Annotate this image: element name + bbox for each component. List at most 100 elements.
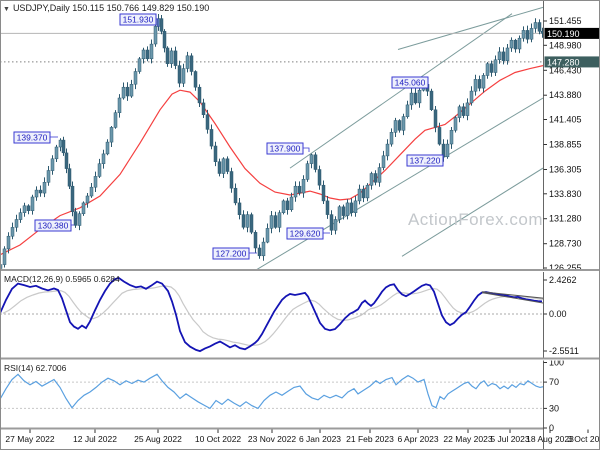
date-tick-label[interactable]: 3 Oct 2023 [567,434,600,444]
swing-price-label: 139.370 [13,131,58,144]
candle-body [405,104,410,117]
price-tick-label: 128.730 [549,239,582,249]
label-connector [156,18,159,27]
candle-body [517,37,522,50]
candle-body [209,129,214,147]
label-box [266,142,304,155]
rsi-tick-label: 70 [549,377,559,387]
axis-background [544,0,600,450]
price-tick-label: 131.280 [549,214,582,224]
candle-body [141,49,146,60]
candle-body [353,200,358,213]
date-tick-label[interactable]: 18 Aug 2023 [526,434,574,444]
candle-body [109,127,114,143]
current-price-badge: 150.190 [544,27,600,39]
candle-body [169,50,174,64]
watermark: ActionForex.com [407,210,543,229]
candle-body [237,202,242,215]
candle-body [261,241,266,257]
candle-body [61,139,66,154]
candle-body [156,18,161,27]
date-tick-label[interactable]: 5 Jul 2023 [490,434,529,444]
candle-body [257,247,262,257]
macd-trendline[interactable] [481,291,545,299]
label-box [13,131,51,144]
candle-body [2,248,7,265]
candle-body [221,158,226,174]
date-tick-label[interactable]: 22 May 2023 [443,434,492,444]
candle-body [389,132,394,145]
candle-body [457,106,462,118]
candle-body [489,63,494,73]
rsi-indicator-label: RSI(14) 62.7006 [4,363,67,373]
channel-trendline[interactable] [397,6,543,50]
candle-body [525,30,530,40]
candle-body [481,75,486,89]
candle-body [89,186,94,197]
label-box [212,247,250,260]
date-tick-label[interactable]: 10 Oct 2022 [195,434,242,444]
candle-body [381,155,386,168]
label-box [406,154,444,167]
candle-body [345,202,350,216]
date-tick-label[interactable]: 27 May 2022 [5,434,54,444]
candle-body [269,215,274,229]
date-tick-label[interactable]: 12 Jul 2022 [73,434,117,444]
candle-body [233,187,238,204]
collapse-arrow-icon[interactable]: ▼ [3,6,10,13]
candle-body [325,200,330,215]
candle-body [377,167,382,183]
swing-price-label: 137.900 [266,142,310,155]
date-tick-label[interactable]: 23 Nov 2022 [248,434,296,444]
label-box [119,13,157,26]
swing-price-label: 130.380 [34,219,74,232]
macd-trendline[interactable] [481,292,545,304]
date-tick-label[interactable]: 6 Jan 2023 [299,434,341,444]
price-tick-label: 126.255 [549,263,582,273]
candle-body [429,90,434,110]
rsi-panel[interactable] [0,373,543,410]
label-box [34,219,72,232]
date-tick-label[interactable]: 25 Aug 2022 [134,434,182,444]
date-tick-label[interactable]: 6 Apr 2023 [397,434,438,444]
date-tick-label[interactable]: 21 Feb 2023 [346,434,394,444]
badge-box [544,27,600,39]
candle-body [117,97,122,113]
label-text: 145.060 [395,78,426,88]
channel-trendline[interactable] [401,167,543,257]
candle-body [540,31,543,34]
rsi-tick-label: 100 [549,358,564,368]
candle-body [361,188,366,199]
candle-body [253,232,258,249]
candlesticks[interactable] [0,14,544,273]
rsi-tick-label: 30 [549,403,559,413]
label-text: 151.930 [123,15,154,25]
candle-body [437,127,442,145]
candle-body [397,120,402,131]
candle-body [58,139,63,148]
candle-body [293,185,298,198]
candle-body [149,43,154,60]
channel-trendline[interactable] [289,13,513,169]
swing-price-label: 151.930 [119,13,159,27]
candle-body [281,200,286,213]
price-tick-label: 133.830 [549,189,582,199]
candle-body [133,71,138,85]
candle-body [273,215,278,228]
swing-price-label: 129.620 [286,227,330,240]
candle-body [401,116,406,131]
candle-body [81,202,86,214]
candle-body [101,153,106,164]
candle-body [70,185,75,212]
candle-body [10,227,15,237]
candle-body [173,50,178,66]
candle-body [333,219,338,231]
label-connector [303,147,310,152]
macd-panel[interactable] [0,277,545,353]
candle-body [125,86,130,97]
label-text: 139.370 [17,133,48,143]
chart-title: ▼ USDJPY,Daily 150.115 150.766 149.829 15… [3,3,209,13]
channel-trendline[interactable] [256,97,543,270]
